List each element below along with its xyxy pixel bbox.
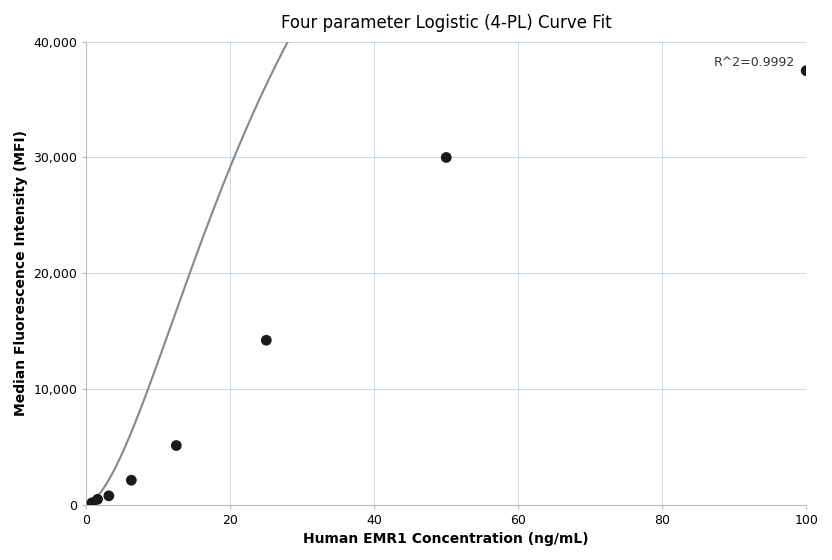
Point [102,491,116,500]
Point [439,153,453,162]
Point [170,441,183,450]
Point [800,66,813,75]
Point [125,476,138,485]
Title: Four parameter Logistic (4-PL) Curve Fit: Four parameter Logistic (4-PL) Curve Fit [281,14,612,32]
X-axis label: Human EMR1 Concentration (ng/mL): Human EMR1 Concentration (ng/mL) [304,532,589,546]
Point [260,336,273,345]
Text: R^2=0.9992: R^2=0.9992 [714,55,795,69]
Y-axis label: Median Fluorescence Intensity (MFI): Median Fluorescence Intensity (MFI) [14,130,28,416]
Point [86,498,99,507]
Point [91,495,104,504]
